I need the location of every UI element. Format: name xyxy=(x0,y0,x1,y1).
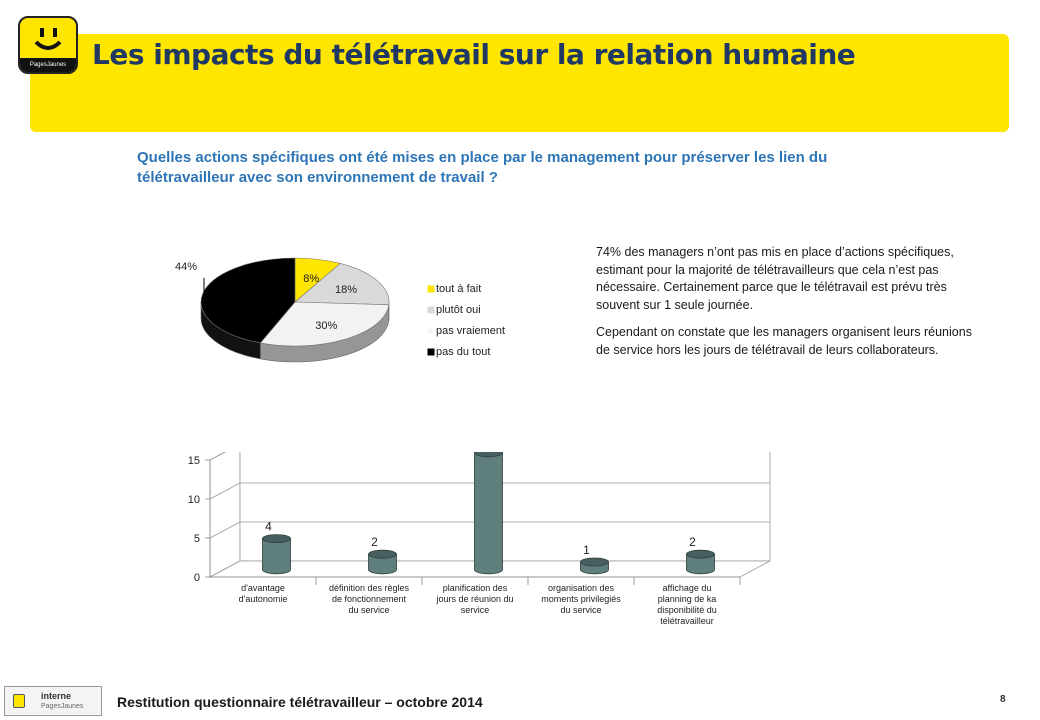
chart-side-wall xyxy=(209,452,241,578)
bar-top-0 xyxy=(262,534,291,543)
description-paragraph-1: 74% des managers n’ont pas mis en place … xyxy=(596,245,954,312)
bar-3 xyxy=(580,557,609,575)
smiley-icon xyxy=(22,20,74,58)
pie-chart: 8% 18% 30% 44% tout à fait plutôt oui pas vrai… xyxy=(175,257,505,363)
description-paragraph-2: Cependant on constate que les managers o… xyxy=(596,325,972,357)
gridline-2 xyxy=(209,482,770,500)
legend-label-0: tout à fait xyxy=(436,283,481,295)
ytick-label-0: 0 xyxy=(194,572,200,584)
bar-body-1 xyxy=(368,553,397,575)
pie-slice-2 xyxy=(259,301,390,347)
category-label-3: organisation des moments privilegiés du se… xyxy=(541,583,621,615)
description: 74% des managers n’ont pas mis en place … xyxy=(596,244,986,369)
bar-value-label-3: 1 xyxy=(583,543,590,557)
ytick-label-1: 5 xyxy=(194,533,200,545)
pie-value-label-2: 30% xyxy=(315,320,337,332)
category-label-0: d'avantage d'autonomie xyxy=(239,583,288,604)
bar-top-2 xyxy=(474,452,503,458)
legend-label-1: plutôt oui xyxy=(436,304,481,316)
gridline-1 xyxy=(209,521,770,539)
bar-2 xyxy=(474,452,503,575)
ytick-label-2: 10 xyxy=(188,494,200,506)
pie-value-label-0: 8% xyxy=(303,273,319,285)
bar-0 xyxy=(262,534,291,575)
bar-top-3 xyxy=(580,557,609,567)
question-text: Quelles actions spécifiques ont été mise… xyxy=(137,149,828,186)
bar-value-label-4: 2 xyxy=(689,535,696,549)
pie-value-label-3: 44% xyxy=(175,261,197,273)
category-label-2: planification des jours de réunion du serv… xyxy=(435,583,513,615)
bar-value-label-1: 2 xyxy=(371,535,378,549)
pie-value-label-1: 18% xyxy=(335,284,357,296)
ytick-label-3: 15 xyxy=(188,455,200,467)
legend-swatch-2 xyxy=(427,327,435,335)
legend-swatch-0 xyxy=(427,285,435,293)
bar-top-4 xyxy=(686,549,715,559)
badge-label: interne xyxy=(41,691,72,701)
legend-label-3: pas du tout xyxy=(436,346,490,358)
title-banner xyxy=(30,34,1009,132)
bar-body-2 xyxy=(474,452,503,575)
internal-badge: interne PagesJaunes xyxy=(4,686,102,716)
pagesjaunes-logo: PagesJaunes xyxy=(18,16,78,74)
page-title: Les impacts du télétravail sur la relati… xyxy=(92,38,856,71)
legend-swatch-3 xyxy=(427,348,435,356)
category-label-4: affichage du planning de ka disponibilité … xyxy=(657,583,717,626)
logo-text: PagesJaunes xyxy=(20,58,76,72)
bar-1 xyxy=(368,549,397,575)
bar-top-1 xyxy=(368,549,397,559)
pie-slice-1 xyxy=(294,263,390,306)
bar-body-4 xyxy=(686,553,715,575)
pie-slice-3 xyxy=(200,257,296,344)
page-number: 8 xyxy=(1000,694,1006,705)
bar-body-0 xyxy=(262,538,291,575)
gridline-3 xyxy=(209,452,226,461)
legend-label-2: pas vraiement xyxy=(436,325,505,337)
lock-icon xyxy=(13,694,25,708)
legend-swatch-1 xyxy=(427,306,435,314)
bar-value-label-0: 4 xyxy=(265,520,272,534)
category-label-1: définition des règles de fonctionnement du… xyxy=(329,583,410,615)
footer-text: Restitution questionnaire télétravailleu… xyxy=(117,694,483,710)
bar-chart: 0 5 10 15 4 d'avantage d'autonomie 2 définition … xyxy=(188,452,771,626)
bar-4 xyxy=(686,549,715,575)
badge-sub: PagesJaunes xyxy=(41,703,84,710)
